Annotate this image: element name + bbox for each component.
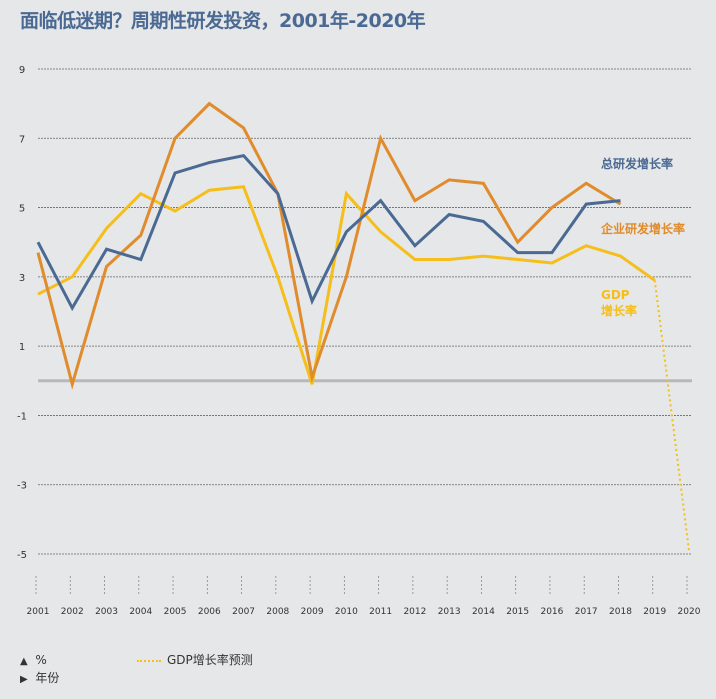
series-line: [37, 185, 656, 385]
x-tick-label: 2003: [95, 607, 118, 617]
x-tick-label: 2002: [61, 607, 84, 617]
x-tick-label: 2012: [403, 607, 426, 617]
x-tick-label: 2020: [678, 607, 701, 617]
y-tick-label: 1: [19, 342, 25, 353]
x-tick-label: 2016: [540, 607, 563, 617]
series-label-gdp-1: GDP: [601, 288, 630, 302]
x-tick-label: 2007: [232, 607, 255, 617]
triangle-right-icon: ▶: [20, 674, 28, 685]
x-tick-label: 2011: [369, 607, 392, 617]
series-line: [36, 101, 622, 390]
legend-x-unit: ▶ 年份: [20, 669, 59, 686]
legend-forecast: GDP增长率预测: [137, 651, 253, 668]
x-tick-label: 2017: [575, 607, 598, 617]
forecast-label: GDP增长率预测: [167, 653, 253, 667]
y-tick-label: -3: [17, 481, 27, 492]
series-label-total: 总研发增长率: [601, 157, 674, 171]
x-tick-label: 2005: [164, 607, 187, 617]
y-unit-label: %: [35, 653, 47, 667]
series-label-business: 企业研发增长率: [601, 222, 686, 236]
x-tick-label: 2015: [506, 607, 529, 617]
y-tick-label: 9: [19, 65, 25, 76]
series-line: [36, 153, 621, 312]
y-tick-label: 3: [19, 273, 25, 284]
x-tick-label: 2006: [198, 607, 221, 617]
x-tick-label: 2008: [266, 607, 289, 617]
dotted-line-swatch: [137, 659, 161, 662]
series-label-gdp-2: 增长率: [601, 304, 638, 318]
y-tick-label: 5: [19, 204, 25, 215]
y-tick-label: 7: [19, 134, 25, 145]
x-tick-label: 2014: [472, 607, 495, 617]
x-unit-label: 年份: [35, 671, 60, 685]
series-line: [653, 280, 690, 551]
x-tick-label: 2018: [609, 607, 632, 617]
x-tick-label: 2019: [643, 607, 666, 617]
x-tick-label: 2001: [27, 607, 50, 617]
x-tick-label: 2009: [301, 607, 324, 617]
x-tick-label: 2004: [129, 607, 152, 617]
triangle-up-icon: ▲: [20, 656, 28, 667]
x-tick-label: 2013: [438, 607, 461, 617]
y-tick-label: -1: [17, 411, 27, 422]
x-tick-label: 2010: [335, 607, 358, 617]
chart-title: 面临低迷期？周期性研发投资，2001年-2020年: [20, 10, 426, 32]
y-tick-label: -5: [17, 550, 27, 561]
legend-y-unit: ▲ %: [20, 653, 47, 667]
